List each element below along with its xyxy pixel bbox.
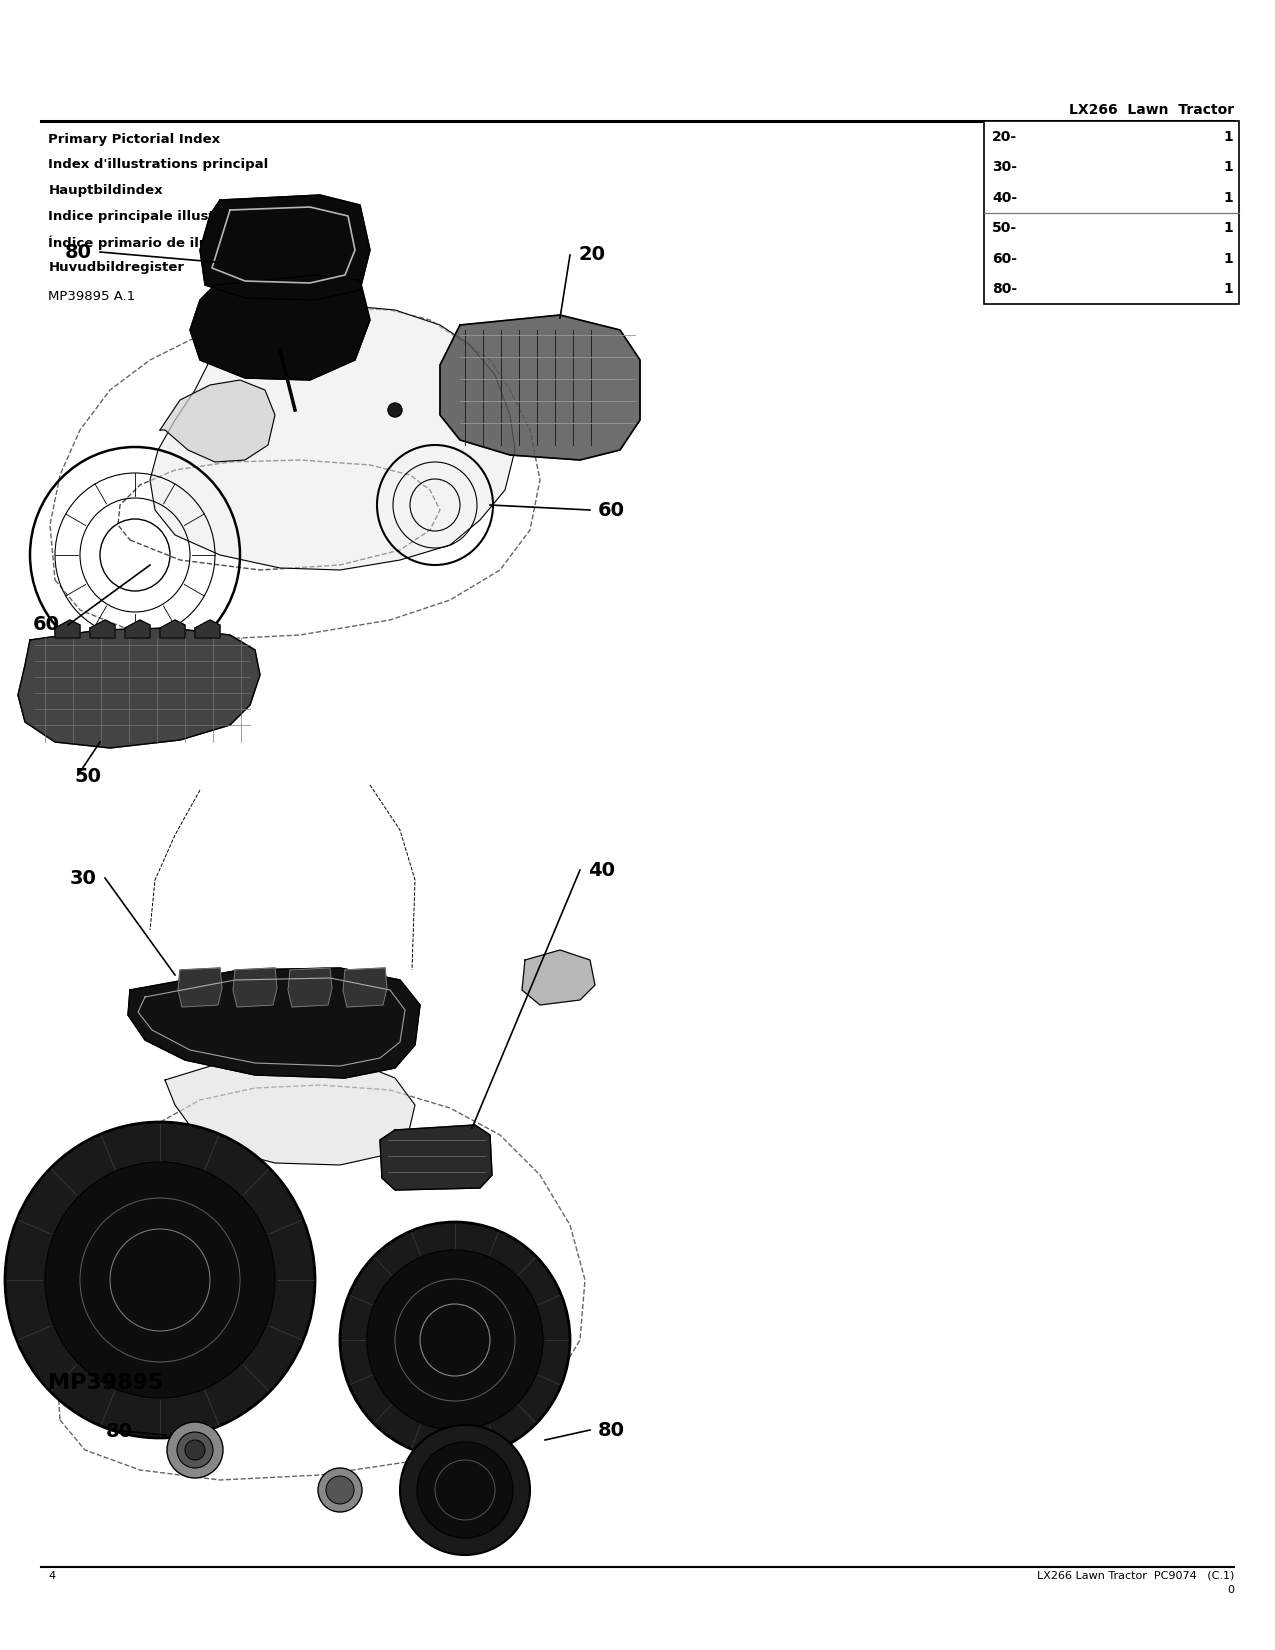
Text: 60: 60	[33, 615, 60, 635]
Text: Primary Pictorial Index: Primary Pictorial Index	[48, 134, 221, 145]
Text: 1: 1	[1224, 221, 1233, 234]
Polygon shape	[195, 620, 221, 639]
Polygon shape	[91, 620, 115, 639]
Polygon shape	[18, 629, 260, 747]
Text: LX266 Lawn Tractor  PC9074   (C.1): LX266 Lawn Tractor PC9074 (C.1)	[1037, 1571, 1234, 1581]
Ellipse shape	[367, 1251, 543, 1431]
Polygon shape	[233, 969, 277, 1006]
Text: 40-: 40-	[992, 191, 1017, 205]
Ellipse shape	[177, 1432, 213, 1468]
Polygon shape	[150, 305, 515, 569]
Text: 50: 50	[74, 767, 101, 785]
Ellipse shape	[45, 1162, 275, 1398]
Ellipse shape	[326, 1477, 354, 1505]
Ellipse shape	[317, 1468, 362, 1511]
Text: 60: 60	[598, 500, 625, 520]
Ellipse shape	[388, 403, 402, 417]
Bar	[984, 122, 1239, 305]
Text: 80: 80	[65, 243, 92, 261]
Text: 20: 20	[578, 246, 606, 264]
Text: LX266  Lawn  Tractor: LX266 Lawn Tractor	[1068, 104, 1234, 117]
Text: Index d'illustrations principal: Index d'illustrations principal	[48, 158, 269, 172]
Polygon shape	[200, 195, 370, 300]
Text: 30: 30	[70, 868, 97, 888]
Text: 80: 80	[598, 1421, 625, 1439]
Text: 60-: 60-	[992, 252, 1017, 266]
Ellipse shape	[185, 1440, 205, 1460]
Polygon shape	[159, 380, 275, 462]
Text: 20-: 20-	[992, 130, 1017, 144]
Text: MP39895 A.1: MP39895 A.1	[48, 290, 135, 304]
Text: Indice principale illustrato: Indice principale illustrato	[48, 210, 246, 223]
Ellipse shape	[5, 1122, 315, 1439]
Text: 50-: 50-	[992, 221, 1017, 234]
Polygon shape	[164, 1054, 414, 1165]
Polygon shape	[125, 620, 150, 639]
Polygon shape	[288, 969, 332, 1006]
Text: 80: 80	[106, 1422, 133, 1440]
Text: Hauptbildindex: Hauptbildindex	[48, 185, 163, 196]
Polygon shape	[179, 969, 222, 1006]
Polygon shape	[190, 276, 370, 380]
Text: 4: 4	[48, 1571, 56, 1581]
Text: Huvudbildregister: Huvudbildregister	[48, 261, 185, 274]
Text: 1: 1	[1224, 191, 1233, 205]
Polygon shape	[380, 1125, 492, 1190]
Text: 1: 1	[1224, 160, 1233, 173]
Polygon shape	[128, 969, 419, 1077]
Text: MP39895: MP39895	[48, 1373, 163, 1393]
Polygon shape	[440, 315, 640, 460]
Text: 1: 1	[1224, 130, 1233, 144]
Text: 80-: 80-	[992, 282, 1017, 295]
Ellipse shape	[167, 1422, 223, 1478]
Ellipse shape	[340, 1223, 570, 1459]
Text: 30-: 30-	[992, 160, 1017, 173]
Text: Índice primario de ilustraciones: Índice primario de ilustraciones	[48, 234, 287, 249]
Text: 1: 1	[1224, 282, 1233, 295]
Text: 40: 40	[588, 861, 615, 879]
Text: 0: 0	[1228, 1584, 1234, 1594]
Ellipse shape	[400, 1426, 530, 1554]
Polygon shape	[343, 969, 388, 1006]
Text: 1: 1	[1224, 252, 1233, 266]
Ellipse shape	[417, 1442, 513, 1538]
Polygon shape	[55, 620, 80, 639]
Polygon shape	[521, 950, 595, 1005]
Polygon shape	[159, 620, 185, 639]
